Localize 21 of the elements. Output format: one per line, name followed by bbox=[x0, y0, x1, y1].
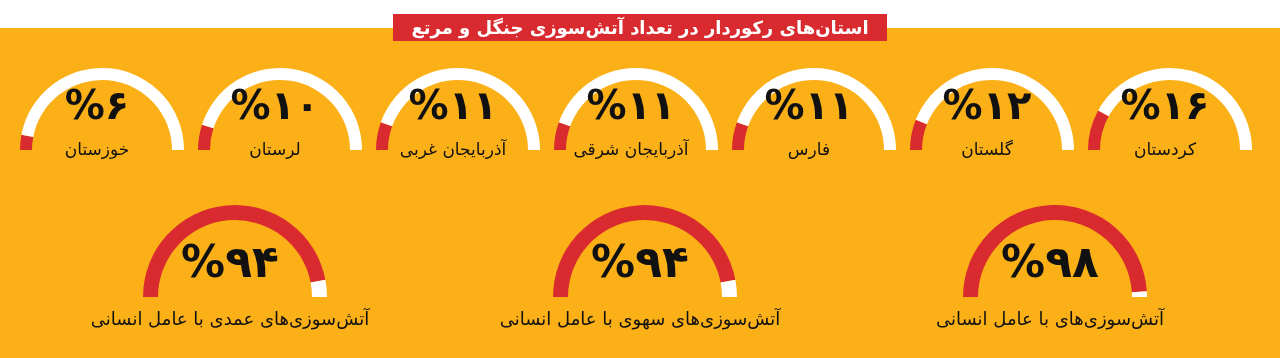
text: آذربایجان شرقی bbox=[572, 139, 690, 159]
text: آذربایجان غربی bbox=[398, 139, 508, 159]
text: %۱۶ bbox=[1119, 82, 1211, 128]
text: کردستان bbox=[1132, 139, 1198, 159]
text: %۱۱ bbox=[407, 82, 499, 128]
text: فارس bbox=[786, 139, 832, 159]
text: %۹۸ bbox=[1000, 236, 1100, 287]
text: گلستان bbox=[960, 139, 1014, 159]
text: آتش‌سوزی‌های با عامل انسانی bbox=[935, 308, 1166, 329]
text: %۹۴ bbox=[180, 236, 280, 287]
text: آتش‌سوزی‌های سهوی با عامل انسانی bbox=[498, 308, 782, 329]
text: %۶ bbox=[63, 82, 131, 128]
text: %۱۱ bbox=[585, 82, 677, 128]
text: استان‌های رکوردار در تعداد آتش‌سوزی جنگل و مرتع bbox=[393, 14, 887, 41]
text: %۱۲ bbox=[941, 82, 1033, 128]
text: %۱۱ bbox=[763, 82, 855, 128]
text: لرستان bbox=[248, 139, 302, 159]
text: خوزستان bbox=[63, 139, 131, 159]
text: %۱۰ bbox=[229, 82, 321, 128]
text: آتش‌سوزی‌های عمدی با عامل انسانی bbox=[89, 308, 371, 329]
text: %۹۴ bbox=[590, 236, 690, 287]
